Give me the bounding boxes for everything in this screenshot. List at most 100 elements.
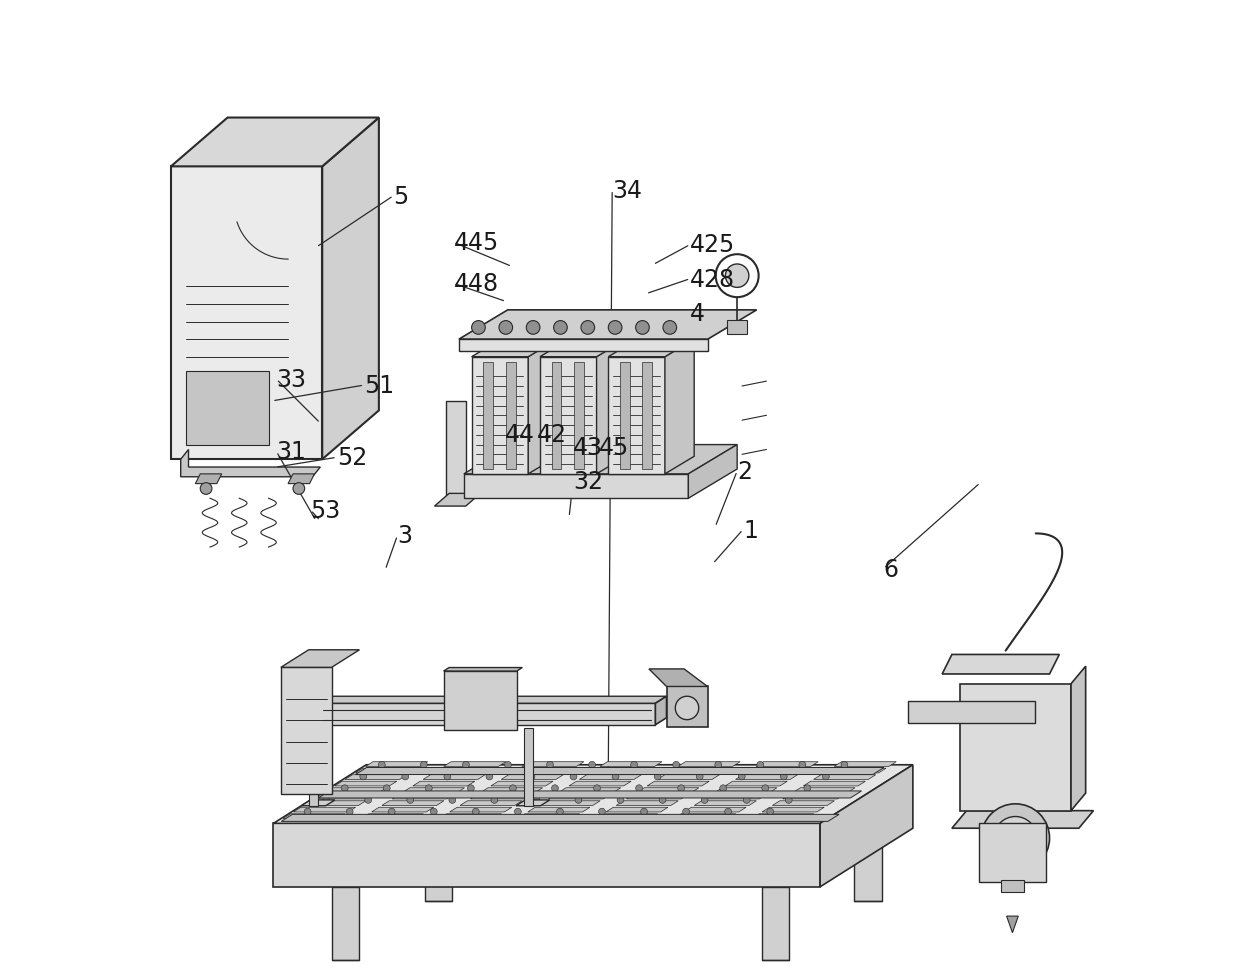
Polygon shape: [665, 339, 694, 474]
Circle shape: [557, 809, 563, 816]
Polygon shape: [459, 339, 708, 351]
Polygon shape: [460, 801, 522, 806]
Circle shape: [293, 483, 305, 495]
Text: 445: 445: [454, 231, 500, 255]
Circle shape: [673, 762, 680, 769]
Text: 6: 6: [884, 557, 899, 581]
Circle shape: [471, 321, 485, 334]
Circle shape: [425, 785, 433, 792]
Polygon shape: [667, 687, 708, 728]
Circle shape: [725, 265, 749, 289]
Polygon shape: [980, 823, 1045, 882]
Circle shape: [660, 797, 666, 804]
Polygon shape: [539, 339, 626, 357]
Circle shape: [505, 762, 511, 769]
Circle shape: [472, 809, 479, 816]
Polygon shape: [366, 762, 428, 767]
Polygon shape: [596, 339, 626, 474]
Polygon shape: [667, 769, 730, 774]
Text: 53: 53: [310, 499, 341, 522]
Polygon shape: [459, 311, 756, 339]
Polygon shape: [606, 808, 668, 812]
Polygon shape: [528, 808, 590, 812]
Circle shape: [304, 809, 311, 816]
Polygon shape: [1001, 880, 1024, 892]
Polygon shape: [656, 696, 667, 725]
Circle shape: [491, 797, 497, 804]
Bar: [728, 320, 746, 334]
Polygon shape: [595, 814, 657, 819]
Polygon shape: [756, 762, 818, 767]
Circle shape: [388, 809, 396, 816]
Circle shape: [402, 774, 409, 780]
Circle shape: [724, 809, 732, 816]
Circle shape: [341, 785, 348, 792]
Polygon shape: [647, 781, 709, 786]
Polygon shape: [725, 781, 787, 786]
Polygon shape: [382, 801, 444, 806]
Polygon shape: [434, 769, 496, 774]
Circle shape: [463, 762, 469, 769]
Polygon shape: [548, 794, 610, 799]
Circle shape: [841, 762, 848, 769]
Text: 43: 43: [573, 436, 603, 460]
Circle shape: [655, 774, 661, 780]
Circle shape: [766, 809, 774, 816]
Polygon shape: [559, 788, 621, 792]
Polygon shape: [908, 701, 1035, 723]
Polygon shape: [813, 775, 875, 779]
Polygon shape: [616, 801, 678, 806]
Circle shape: [678, 785, 684, 792]
Polygon shape: [1071, 666, 1086, 811]
Circle shape: [804, 785, 811, 792]
Circle shape: [981, 804, 1049, 872]
Text: 3: 3: [398, 524, 413, 548]
Circle shape: [430, 809, 438, 816]
Text: 31: 31: [277, 440, 306, 464]
Circle shape: [738, 774, 745, 780]
Circle shape: [383, 785, 391, 792]
Circle shape: [599, 809, 605, 816]
Circle shape: [528, 774, 534, 780]
Circle shape: [636, 785, 642, 792]
Polygon shape: [684, 808, 746, 812]
Polygon shape: [522, 762, 584, 767]
Circle shape: [785, 797, 792, 804]
Polygon shape: [794, 788, 856, 792]
Bar: [506, 362, 516, 469]
Circle shape: [715, 255, 759, 298]
Polygon shape: [745, 769, 808, 774]
Polygon shape: [304, 801, 366, 806]
Circle shape: [467, 785, 474, 792]
Polygon shape: [688, 445, 737, 499]
Polygon shape: [171, 118, 379, 167]
Polygon shape: [464, 445, 737, 474]
Circle shape: [552, 785, 558, 792]
Polygon shape: [609, 357, 665, 474]
Circle shape: [714, 762, 722, 769]
Polygon shape: [854, 828, 882, 902]
Circle shape: [589, 762, 595, 769]
Circle shape: [696, 774, 703, 780]
Polygon shape: [517, 814, 579, 819]
Polygon shape: [288, 474, 315, 484]
Polygon shape: [274, 765, 913, 823]
Circle shape: [609, 321, 622, 334]
Circle shape: [780, 774, 787, 780]
Text: 34: 34: [613, 179, 642, 202]
Polygon shape: [609, 339, 694, 357]
Polygon shape: [626, 794, 688, 799]
Polygon shape: [283, 814, 345, 819]
Polygon shape: [309, 728, 317, 806]
Circle shape: [582, 321, 595, 334]
Polygon shape: [579, 775, 641, 779]
Polygon shape: [444, 668, 522, 671]
Polygon shape: [294, 808, 356, 812]
Circle shape: [553, 321, 567, 334]
Text: 33: 33: [277, 368, 306, 392]
Circle shape: [641, 809, 647, 816]
Polygon shape: [392, 794, 454, 799]
Circle shape: [676, 696, 698, 720]
Polygon shape: [450, 808, 512, 812]
Bar: [186, 372, 269, 445]
